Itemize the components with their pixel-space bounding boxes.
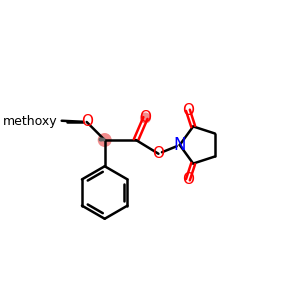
Circle shape [98,133,112,147]
Text: O: O [182,172,194,187]
Circle shape [140,112,151,124]
Text: O: O [152,146,164,161]
Text: O: O [140,110,152,125]
Text: N: N [173,136,186,154]
Text: O: O [182,103,194,118]
Text: methoxy: methoxy [3,116,57,128]
Text: O: O [81,115,93,130]
